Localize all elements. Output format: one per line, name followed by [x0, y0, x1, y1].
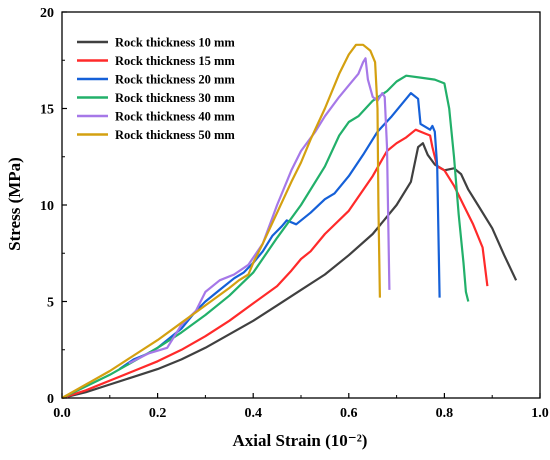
legend-label: Rock thickness 10 mm: [115, 36, 235, 50]
series-line-2: [61, 128, 489, 400]
legend-label: Rock thickness 40 mm: [115, 110, 235, 124]
x-tick-label: 0.0: [53, 406, 71, 421]
y-axis: 0 5 10 15 20: [40, 6, 67, 407]
legend-label: Rock thickness 15 mm: [115, 54, 235, 68]
series-line-6: [61, 43, 381, 399]
series-line-1: [61, 142, 518, 400]
y-tick-label: 15: [40, 103, 54, 118]
y-tick-label: 5: [47, 296, 54, 311]
x-tick-label: 1.0: [531, 406, 549, 421]
y-tick-label: 20: [40, 6, 54, 21]
x-axis: 0.0 0.2 0.4 0.6 0.8 1.0: [53, 393, 549, 421]
x-tick-label: 0.6: [340, 406, 358, 421]
series-line-4: [61, 74, 470, 399]
x-tick-label: 0.2: [149, 406, 167, 421]
y-tick-label: 0: [47, 392, 54, 407]
legend-label: Rock thickness 30 mm: [115, 91, 235, 105]
y-axis-title: Stress (MPa): [5, 157, 24, 251]
legend: Rock thickness 10 mm Rock thickness 15 mm…: [77, 36, 235, 142]
legend-label: Rock thickness 20 mm: [115, 73, 235, 87]
x-tick-label: 0.4: [244, 406, 262, 421]
series-line-3: [118, 92, 441, 371]
y-tick-label: 10: [40, 199, 54, 214]
legend-label: Rock thickness 50 mm: [115, 128, 235, 142]
series-curves: [61, 43, 518, 400]
x-tick-label: 0.8: [436, 406, 454, 421]
x-axis-title: Axial Strain (10⁻²): [233, 431, 368, 450]
